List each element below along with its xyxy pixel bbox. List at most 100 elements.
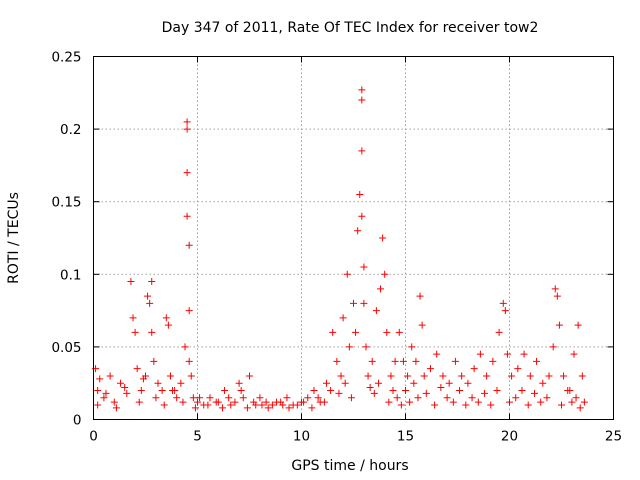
data-point xyxy=(558,401,565,409)
data-point xyxy=(356,190,364,198)
y-axis-label: ROTI / TECUs xyxy=(6,192,22,284)
data-point xyxy=(391,357,399,365)
data-point xyxy=(314,394,322,402)
data-point xyxy=(368,357,376,365)
data-point xyxy=(177,379,185,387)
data-point xyxy=(555,321,563,329)
data-point xyxy=(352,328,360,336)
data-point xyxy=(418,321,426,329)
data-point xyxy=(372,307,380,315)
grid-layer xyxy=(93,56,614,420)
data-point xyxy=(526,372,534,380)
data-point xyxy=(121,384,129,392)
data-point xyxy=(160,401,168,409)
data-point xyxy=(293,401,301,409)
data-point xyxy=(102,389,110,397)
data-point xyxy=(225,394,233,402)
data-point xyxy=(337,372,345,380)
x-tick-label: 15 xyxy=(397,429,414,445)
data-point xyxy=(135,398,143,406)
data-point xyxy=(237,386,245,394)
y-tick-label: 0.15 xyxy=(51,195,81,211)
data-point xyxy=(246,372,253,380)
data-point xyxy=(256,394,264,402)
data-point xyxy=(171,386,179,394)
data-point xyxy=(264,404,272,412)
data-point xyxy=(183,118,191,126)
data-point xyxy=(196,394,204,402)
data-point xyxy=(304,394,312,402)
data-point xyxy=(279,401,287,409)
data-point xyxy=(139,375,147,383)
data-point xyxy=(414,394,422,402)
data-point xyxy=(148,278,156,286)
data-point xyxy=(218,404,226,412)
data-point xyxy=(243,404,251,412)
data-point xyxy=(395,328,403,336)
data-point xyxy=(570,350,578,358)
y-tick-label: 0 xyxy=(73,413,82,429)
data-point xyxy=(439,372,447,380)
data-point xyxy=(506,398,513,406)
data-point xyxy=(524,401,532,409)
data-point xyxy=(383,328,391,336)
data-point xyxy=(362,343,370,351)
data-point xyxy=(549,343,557,351)
data-point xyxy=(117,379,125,387)
data-point xyxy=(412,357,420,365)
data-point xyxy=(360,263,368,271)
data-point xyxy=(533,357,541,365)
data-point xyxy=(481,389,489,397)
data-point xyxy=(262,398,270,406)
data-point xyxy=(553,292,561,300)
data-point xyxy=(462,401,470,409)
data-point xyxy=(320,398,328,406)
data-point xyxy=(437,384,445,392)
data-point xyxy=(308,404,316,412)
data-point xyxy=(393,394,401,402)
data-point xyxy=(464,379,472,387)
data-point xyxy=(354,227,362,235)
data-point xyxy=(445,379,453,387)
data-point xyxy=(451,357,459,365)
data-point xyxy=(420,372,428,380)
data-point xyxy=(183,125,191,133)
data-point xyxy=(231,398,239,406)
data-point xyxy=(187,372,195,380)
data-point xyxy=(273,398,281,406)
data-point xyxy=(194,398,201,406)
data-point xyxy=(433,350,441,358)
data-point xyxy=(449,398,457,406)
data-point xyxy=(158,386,166,394)
data-point xyxy=(127,278,135,286)
data-point xyxy=(183,169,191,177)
data-point xyxy=(185,357,193,365)
x-tick-label: 5 xyxy=(193,429,202,445)
data-point xyxy=(399,357,407,365)
data-point xyxy=(426,365,434,373)
data-point xyxy=(164,321,172,329)
data-point xyxy=(576,404,584,412)
data-point xyxy=(458,372,466,380)
data-point xyxy=(221,386,229,394)
data-point xyxy=(283,394,291,402)
data-point xyxy=(499,299,507,307)
x-tick-label: 20 xyxy=(501,429,518,445)
data-point xyxy=(468,394,476,402)
y-tick-label: 0.1 xyxy=(60,267,81,283)
data-point xyxy=(456,386,464,394)
data-point xyxy=(406,398,414,406)
data-point xyxy=(129,314,137,322)
data-point xyxy=(300,398,308,406)
data-point xyxy=(133,365,141,373)
data-point xyxy=(422,389,430,397)
data-point xyxy=(310,386,318,394)
data-point xyxy=(537,398,545,406)
data-point xyxy=(235,379,243,387)
x-axis-label: GPS time / hours xyxy=(291,458,408,474)
data-point xyxy=(150,357,158,365)
data-point xyxy=(360,299,368,307)
data-point xyxy=(476,350,484,358)
data-point xyxy=(110,398,118,406)
data-point xyxy=(530,389,538,397)
